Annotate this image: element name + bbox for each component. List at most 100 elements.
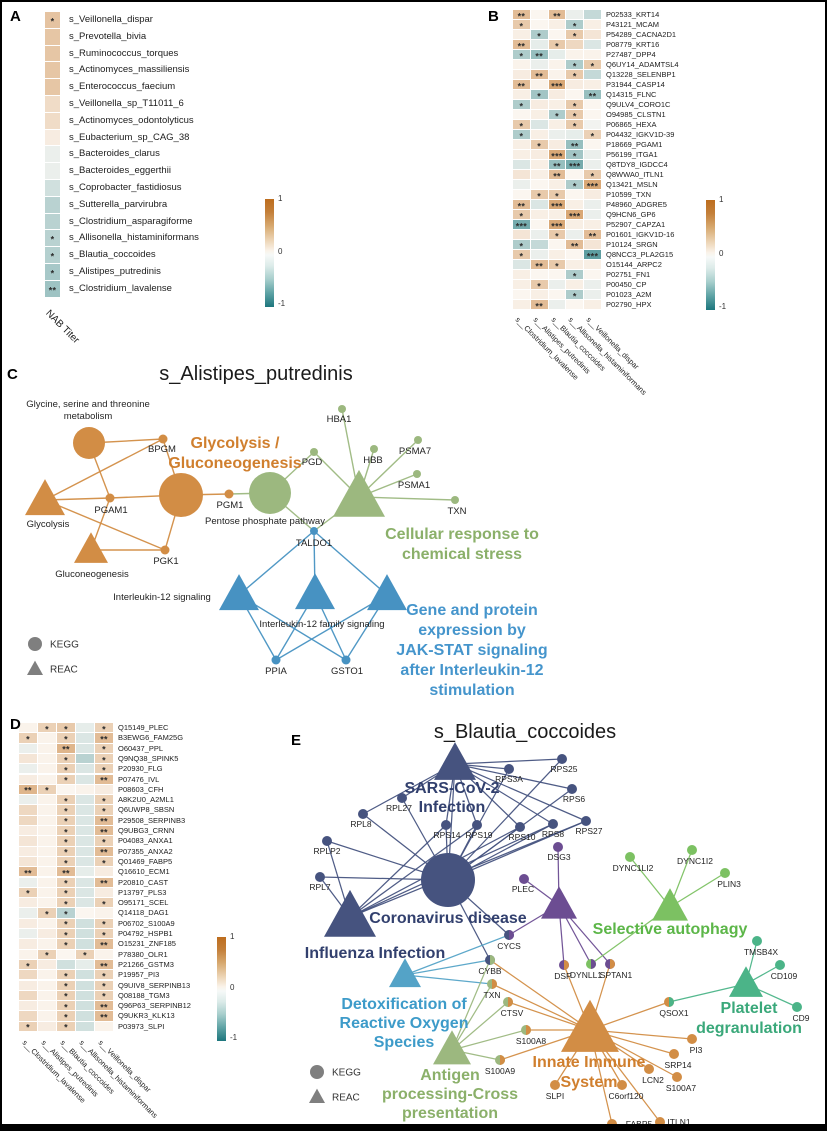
heatmap-cell: * — [95, 918, 113, 929]
row-label: Q9UBG3_CRNN — [118, 826, 175, 835]
PGK1-node — [160, 545, 170, 555]
heatmap-cell — [76, 764, 94, 774]
heatmap-cell — [530, 10, 548, 19]
pathway-label: Reactive Oxygen — [340, 1015, 469, 1032]
heatmap-cell: *** — [513, 220, 530, 231]
gluconeo-label: Gluconeogenesis — [55, 569, 129, 580]
edge — [489, 959, 591, 1031]
row-label: Q13421_MSLN — [606, 180, 658, 189]
heatmap-cell — [566, 260, 584, 269]
heatmap-cell — [513, 260, 530, 269]
SRP14-label: SRP14 — [665, 1060, 692, 1070]
heatmap-cell — [513, 150, 530, 159]
heatmap-cell: * — [57, 929, 75, 940]
row-label: P04083_ANXA1 — [118, 836, 173, 846]
CYCS-label: CYCS — [497, 941, 521, 951]
panel-label-e: E — [291, 732, 302, 749]
SPTAN1-label: SPTAN1 — [600, 970, 633, 980]
heatmap-cell: * — [57, 939, 75, 950]
RPS14-label: RPS14 — [434, 830, 461, 840]
heatmap-cell: * — [584, 170, 601, 181]
heatmap-cell — [38, 980, 56, 990]
heatmap-cell: * — [57, 805, 75, 816]
DYNC1LI2-node — [625, 852, 635, 862]
row-label: s_Actinomyces_odontolyticus — [69, 114, 194, 126]
heatmap-cell: * — [95, 743, 113, 754]
row-label: s_Ruminococcus_torques — [69, 47, 179, 59]
heatmap-cell — [38, 856, 56, 867]
heatmap-cell — [513, 170, 530, 179]
heatmap-cell — [566, 40, 584, 49]
edge — [358, 439, 419, 498]
DSP-node-half — [564, 960, 569, 970]
heatmap-cell: * — [19, 1021, 37, 1032]
heatmap-cell — [95, 1021, 113, 1031]
edge — [451, 1029, 527, 1051]
heatmap-cell — [38, 815, 56, 825]
heatmap-cell — [45, 112, 60, 129]
CD109-label: CD109 — [771, 971, 798, 981]
TXNc-node — [451, 496, 459, 504]
heatmap-cell — [19, 836, 37, 846]
PLIN3-label: PLIN3 — [717, 879, 741, 889]
heatmap-cell — [76, 856, 94, 867]
jak-node — [367, 574, 407, 611]
row-label: s_Bacteroides_eggerthii — [69, 165, 171, 177]
heatmap-cell — [95, 949, 113, 959]
heatmap-cell — [584, 20, 601, 29]
sars-node — [434, 742, 476, 780]
heatmap-cell — [584, 270, 601, 279]
heatmap-cell: ** — [19, 784, 37, 795]
innate-node — [561, 999, 619, 1052]
edge — [313, 530, 388, 596]
heatmap-cell: ** — [530, 300, 548, 311]
colorbar-b-tick-min: -1 — [719, 302, 727, 311]
edge — [349, 824, 447, 918]
row-label: P02790_HPX — [606, 300, 652, 309]
influenza-node — [324, 889, 376, 937]
heatmap-cell: * — [57, 836, 75, 847]
gluconeo-node — [74, 532, 108, 563]
colorbar-a-tick-mid: 0 — [278, 247, 283, 256]
heatmap-cell — [76, 1001, 94, 1011]
row-label: P20810_CAST — [118, 877, 169, 887]
FABP5-label: FABP5 — [626, 1119, 653, 1129]
heatmap-cell — [95, 784, 113, 795]
heatmap-cell: ** — [57, 743, 75, 754]
heatmap-cell — [19, 908, 37, 918]
row-label: P31944_CASP14 — [606, 80, 665, 89]
heatmap-cell — [566, 90, 584, 99]
pathway-label: Innate Immune — [533, 1054, 646, 1071]
row-label: P06865_HEXA — [606, 120, 657, 129]
pathway-label: Coronavirus disease — [369, 910, 527, 927]
pathway-label: Glycine, serine and threonine — [26, 399, 150, 410]
heatmap-cell — [584, 220, 601, 229]
heatmap-cell: ** — [513, 200, 530, 211]
row-label: s_Alistipes_putredinis — [69, 266, 161, 277]
panel-label-d: D — [10, 716, 21, 733]
heatmap-cell: ** — [95, 959, 113, 971]
heatmap-cell — [566, 280, 584, 289]
heatmap-cell — [76, 939, 94, 949]
heatmap-cell — [584, 240, 601, 249]
heatmap-cell — [38, 887, 56, 898]
heatmap-cell — [548, 100, 566, 109]
heatmap-cell — [57, 959, 75, 970]
pathway-label: after Interleukin-12 — [400, 662, 543, 679]
heatmap-cell: * — [530, 90, 548, 101]
PSMA1-label: PSMA1 — [398, 480, 430, 491]
row-label: P02751_FN1 — [606, 270, 651, 279]
RPS3A-label: RPS3A — [495, 774, 523, 784]
heatmap-cell: * — [57, 1011, 75, 1022]
colorbar-a-tick-max: 1 — [278, 194, 283, 203]
heatmap-cell: * — [530, 30, 548, 41]
BPGM-label: BPGM — [148, 444, 176, 455]
network-c-title: s_Alistipes_putredinis — [159, 363, 353, 385]
edge — [454, 763, 587, 822]
heatmap-cell — [584, 80, 601, 89]
edge — [404, 959, 491, 976]
pathway-label: SARS-CoV-2 — [404, 780, 499, 797]
edge — [451, 983, 493, 1051]
row-label: s_Bacteroides_clarus — [69, 148, 160, 160]
